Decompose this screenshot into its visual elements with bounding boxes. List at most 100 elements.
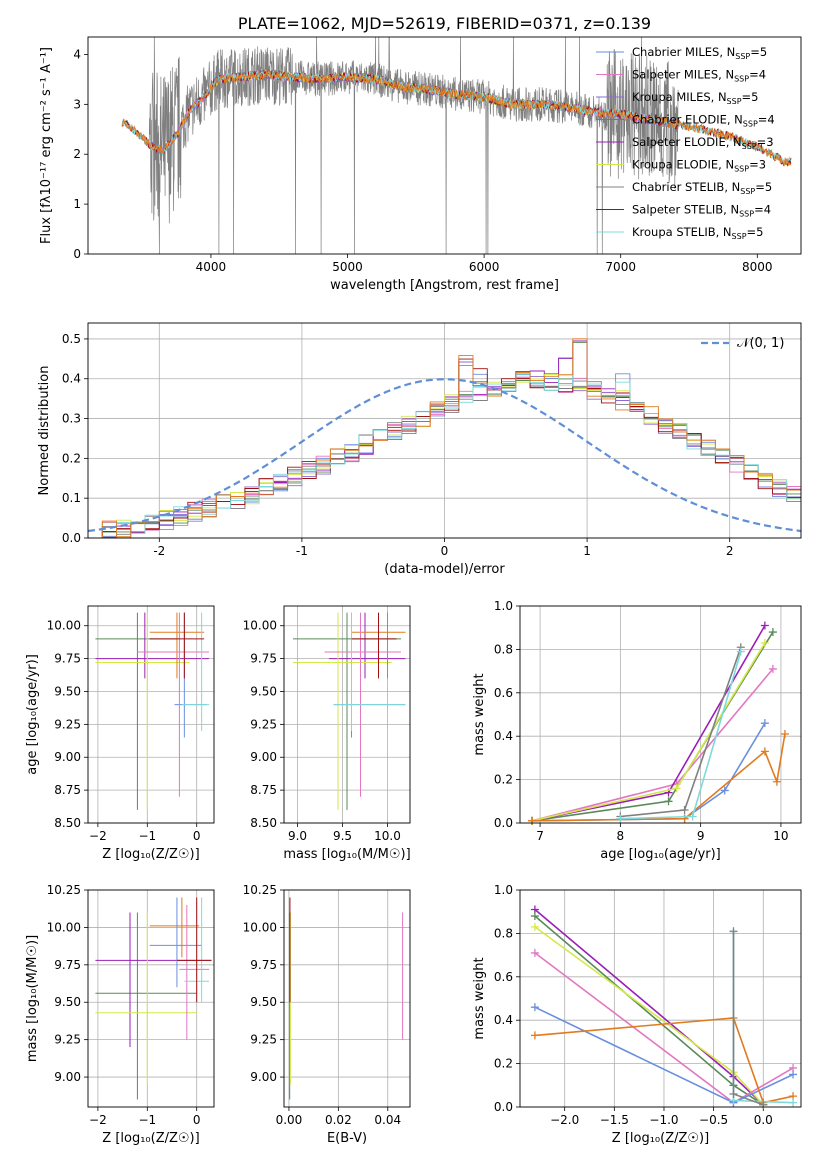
y-tick-label: 1	[73, 197, 81, 211]
y-tick-label: 0.5	[62, 332, 81, 346]
legend-label: Chabrier MILES, NSSP=5	[632, 45, 767, 61]
x-axis-label: mass [log₁₀(M/M☉)]	[283, 847, 410, 862]
x-tick-label: −2	[89, 829, 107, 843]
y-tick-label: 10.00	[47, 619, 81, 633]
data-point-marker	[772, 777, 781, 786]
data-point-marker	[664, 797, 673, 806]
series-line	[534, 908, 764, 1106]
x-tick-label: 6000	[469, 260, 500, 274]
axes-frame	[87, 36, 802, 255]
x-tick-label: 1	[583, 544, 591, 558]
data-point-marker	[672, 784, 681, 793]
y-tick-label: 9.50	[54, 684, 81, 698]
y-tick-label: 4	[73, 47, 81, 61]
x-tick-label: 8000	[742, 260, 773, 274]
x-tick-label: -2	[153, 544, 165, 558]
spectrum-data-line	[121, 37, 679, 254]
legend-subscript: SSP	[742, 142, 757, 151]
y-tick-label: 9.25	[250, 1033, 277, 1047]
y-tick-label: 9.00	[250, 750, 277, 764]
y-tick-label: 0	[73, 247, 81, 261]
panel-age-vs-mass: 9.0 9.5 10.0 8.50 8.75 9.00 9.25 9.50 9.75 10.00 m…	[243, 605, 411, 862]
y-tick-label: 0.4	[62, 372, 81, 386]
x-tick-label: 0	[193, 829, 201, 843]
panel-mass-vs-EBV: 0.00 0.02 0.04 9.00 9.25 9.50 9.75 10.00 10.25 E(…	[243, 883, 411, 1146]
y-tick-label: 9.25	[54, 1033, 81, 1047]
series-line	[534, 926, 764, 1106]
y-tick-label: 9.25	[54, 717, 81, 731]
y-axis-label: age [log₁₀(age/yr)]	[25, 654, 40, 775]
y-tick-label: 0.6	[494, 970, 513, 984]
axes-frame	[87, 889, 215, 1108]
data-point-marker	[530, 948, 539, 957]
x-tick-label: 9	[697, 829, 705, 843]
panel-residual-histogram: -2 -1 0 1 2 0.0 0.1 0.2 0.3 0.4 0.5 𝒩(0, 1) (data-mo…	[37, 322, 802, 577]
y-tick-label: 0.0	[494, 816, 513, 830]
x-axis-label: (data-model)/error	[384, 562, 505, 577]
x-tick-label: 7000	[605, 260, 636, 274]
x-tick-label: -1	[296, 544, 308, 558]
x-tick-label: 10.0	[374, 829, 401, 843]
x-tick-label: −1	[138, 829, 156, 843]
y-tick-label: 9.00	[54, 1070, 81, 1084]
y-tick-label: 8.50	[250, 816, 277, 830]
y-tick-label: 9.50	[54, 995, 81, 1009]
y-tick-label: 0.8	[494, 926, 513, 940]
series-line	[732, 931, 764, 1106]
legend-label: Chabrier ELODIE, NSSP=4	[632, 113, 775, 129]
x-tick-label: −2.0	[550, 1113, 579, 1127]
legend-suffix: =4	[758, 113, 775, 127]
y-axis-label: Flux [fλ10⁻¹⁷ erg cm⁻² s⁻¹ A⁻¹]	[39, 47, 54, 244]
legend-label: Kroupa MILES, NSSP=5	[632, 90, 758, 106]
x-tick-label: 8	[617, 829, 625, 843]
x-tick-label: 0	[193, 1113, 201, 1127]
series-line	[534, 1017, 794, 1104]
data-point-marker	[760, 638, 769, 647]
x-tick-label: −1	[138, 1113, 156, 1127]
y-tick-label: 0.4	[494, 1013, 513, 1027]
y-tick-label: 0.2	[494, 1057, 513, 1071]
y-tick-label: 2	[73, 147, 81, 161]
y-tick-label: 10.25	[47, 883, 81, 897]
model-line-orange	[121, 69, 792, 167]
legend-subscript: SSP	[740, 187, 755, 196]
y-tick-label: 9.00	[250, 1070, 277, 1084]
data-point-marker	[789, 1098, 798, 1107]
legend-subscript: SSP	[735, 52, 750, 61]
x-axis-label: Z [log₁₀(Z/Z☉)]	[102, 1131, 199, 1146]
data-point-marker	[768, 664, 777, 673]
legend-suffix: =4	[749, 68, 766, 82]
x-tick-label: 9.0	[288, 829, 307, 843]
y-tick-label: 1.0	[494, 599, 513, 613]
y-tick-label: 8.75	[250, 783, 277, 797]
legend-label: Kroupa ELODIE, NSSP=3	[632, 158, 766, 174]
legend-suffix: =4	[754, 203, 771, 217]
legend-subscript: SSP	[739, 210, 754, 219]
gaussian-curve	[87, 378, 802, 533]
x-tick-label: 0	[441, 544, 449, 558]
x-tick-label: −1.0	[649, 1113, 678, 1127]
y-tick-label: 10.25	[243, 883, 277, 897]
x-tick-label: 2	[726, 544, 734, 558]
y-tick-label: 3	[73, 97, 81, 111]
data-point-marker	[530, 1031, 539, 1040]
y-tick-label: 9.25	[250, 717, 277, 731]
panel-massweight-vs-age: 7 8 9 10 0.0 0.2 0.4 0.6 0.8 1.0 age [log₁₀(age/yr…	[472, 599, 802, 862]
y-tick-label: 9.50	[250, 995, 277, 1009]
data-point-marker	[720, 786, 729, 795]
legend-label: Salpeter ELODIE, NSSP=3	[632, 135, 774, 151]
x-axis-label: wavelength [Angstrom, rest frame]	[330, 278, 559, 293]
histogram-step-orange	[88, 338, 801, 539]
axes-frame	[283, 889, 411, 1108]
data-point-marker	[789, 1070, 798, 1079]
legend-label: Salpeter STELIB, NSSP=4	[632, 203, 771, 219]
axes-frame	[283, 605, 411, 824]
series-line	[531, 642, 766, 822]
y-tick-label: 9.00	[54, 750, 81, 764]
legend-label: Chabrier STELIB, NSSP=5	[632, 180, 772, 196]
y-tick-label: 0.3	[62, 412, 81, 426]
data-point-marker	[736, 647, 745, 656]
legend-suffix: =5	[755, 180, 772, 194]
legend-suffix: =3	[749, 158, 766, 172]
